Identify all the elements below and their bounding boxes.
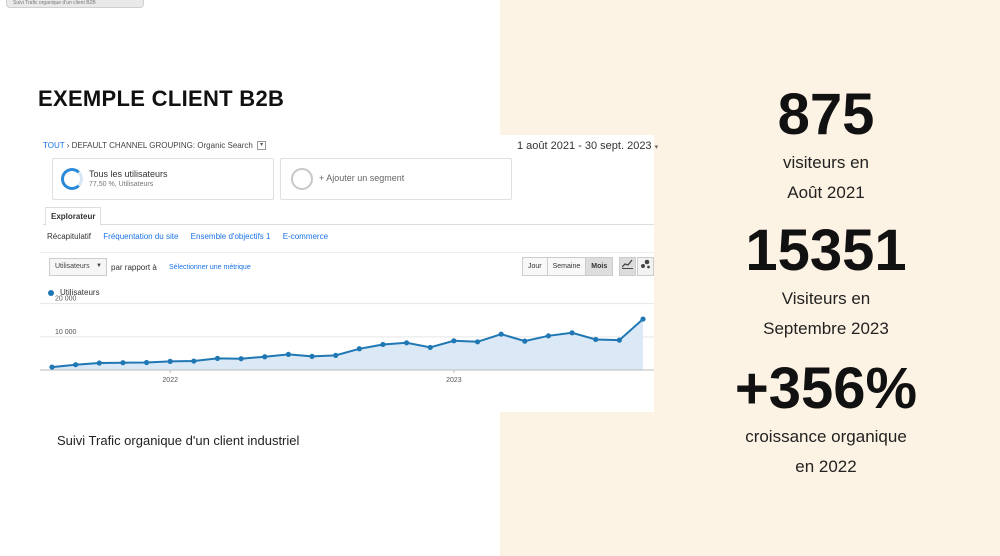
- data-point: [49, 364, 55, 370]
- metric-toolbar: Utilisateurs ▼ par rapport à Sélectionne…: [40, 252, 654, 282]
- bubble-chart-icon[interactable]: [637, 257, 654, 276]
- data-point: [616, 337, 622, 343]
- chevron-down-icon: ▾: [654, 144, 659, 151]
- date-range-label: 1 août 2021 - 30 sept. 2023: [517, 140, 652, 152]
- subnav-goal-set[interactable]: Ensemble d'objectifs 1: [190, 232, 271, 241]
- data-point: [214, 355, 221, 361]
- data-point: [143, 359, 150, 366]
- x-tick-label: 2023: [446, 377, 462, 384]
- line-chart-icon[interactable]: [619, 257, 636, 276]
- data-point: [285, 351, 291, 358]
- data-point: [404, 340, 410, 346]
- breadcrumb-dropdown-icon[interactable]: ▾: [257, 141, 267, 151]
- subnav-ecommerce[interactable]: E-commerce: [282, 232, 329, 241]
- add-segment-button[interactable]: + Ajouter un segment: [280, 158, 512, 200]
- caption: Suivi Trafic organique d'un client indus…: [57, 433, 300, 448]
- period-day-button[interactable]: Jour: [523, 258, 548, 275]
- data-point: [96, 360, 102, 366]
- stat-august-2021: 875 visiteurs en Août 2021: [676, 86, 976, 208]
- area-fill: [52, 319, 643, 370]
- sub-navigation: Récapitulatif Fréquentation du site Ense…: [47, 232, 338, 241]
- stat-growth: +356% croissance organique en 2022: [676, 360, 976, 482]
- period-month-button[interactable]: Mois: [586, 258, 613, 275]
- x-tick-label: 2022: [162, 377, 178, 384]
- segment-title: Tous les utilisateurs: [89, 169, 168, 179]
- legend-dot: [48, 289, 54, 296]
- empty-ring-icon: [291, 168, 313, 190]
- stat-value: 875: [777, 82, 875, 147]
- tab-bar: Explorateur: [43, 205, 654, 226]
- segment-ring-icon: [61, 168, 83, 190]
- data-point: [498, 331, 504, 337]
- stat-label-line1: Visiteurs en: [781, 289, 871, 308]
- period-toggle: Jour Semaine Mois: [522, 257, 614, 276]
- data-point: [640, 316, 646, 322]
- stat-label-line1: croissance organique: [745, 427, 907, 446]
- subnav-summary[interactable]: Récapitulatif: [47, 232, 92, 241]
- data-point: [593, 336, 599, 343]
- add-segment-label: + Ajouter un segment: [319, 173, 405, 183]
- stat-label-line1: visiteurs en: [783, 153, 869, 172]
- metric-select[interactable]: Utilisateurs ▼: [49, 258, 107, 276]
- segment-subtitle: 77,50 %, Utilisateurs: [89, 181, 154, 188]
- data-point: [380, 341, 386, 348]
- tooltip: Suivi Trafic organique d'un client B2B: [6, 0, 144, 8]
- series-line: [51, 318, 644, 369]
- y-tick-label: 10 000: [55, 329, 77, 336]
- data-point: [427, 344, 433, 351]
- metric-select-value: Utilisateurs: [55, 263, 90, 270]
- select-metric-link[interactable]: Sélectionner une métrique: [169, 264, 251, 271]
- period-week-button[interactable]: Semaine: [547, 258, 587, 275]
- chart-legend: Utilisateurs: [48, 288, 100, 297]
- y-tick-label: 20 000: [55, 296, 77, 303]
- stat-value: 15351: [745, 218, 907, 283]
- breadcrumb: TOUT › DEFAULT CHANNEL GROUPING: Organic…: [43, 141, 267, 151]
- data-point: [545, 333, 552, 339]
- users-line-chart: 20 000 10 000 2022 2023: [40, 296, 654, 384]
- data-point: [120, 360, 126, 366]
- slide-title: EXEMPLE CLIENT B2B: [38, 86, 285, 111]
- data-point: [451, 338, 457, 344]
- date-range-picker[interactable]: 1 août 2021 - 30 sept. 2023 ▾: [517, 140, 658, 152]
- stat-value: +356%: [734, 356, 918, 421]
- tab-explorateur[interactable]: Explorateur: [45, 207, 102, 226]
- data-point: [191, 358, 197, 364]
- data-point: [356, 346, 362, 352]
- analytics-screenshot: TOUT › DEFAULT CHANNEL GROUPING: Organic…: [40, 135, 658, 412]
- legend-label: Utilisateurs: [60, 288, 100, 297]
- stat-label-line2: Août 2021: [787, 183, 865, 202]
- breadcrumb-current: DEFAULT CHANNEL GROUPING: Organic Search: [71, 141, 253, 150]
- stat-label-line2: en 2022: [795, 457, 857, 476]
- data-point: [309, 353, 315, 359]
- compare-label: par rapport à: [111, 263, 157, 272]
- data-point: [474, 339, 481, 345]
- data-point: [73, 362, 79, 368]
- segment-all-users[interactable]: Tous les utilisateurs 77,50 %, Utilisate…: [52, 158, 274, 200]
- data-point: [522, 338, 528, 344]
- subnav-site-usage[interactable]: Fréquentation du site: [103, 232, 179, 241]
- data-point: [238, 356, 244, 362]
- data-point: [333, 352, 339, 358]
- breadcrumb-separator: ›: [66, 141, 70, 150]
- chevron-down-icon: ▼: [96, 263, 102, 269]
- stat-september-2023: 15351 Visiteurs en Septembre 2023: [676, 222, 976, 344]
- data-point: [262, 354, 268, 360]
- breadcrumb-link[interactable]: TOUT: [43, 141, 65, 150]
- stat-label-line2: Septembre 2023: [763, 319, 889, 338]
- data-point: [167, 358, 173, 364]
- data-point: [569, 330, 575, 336]
